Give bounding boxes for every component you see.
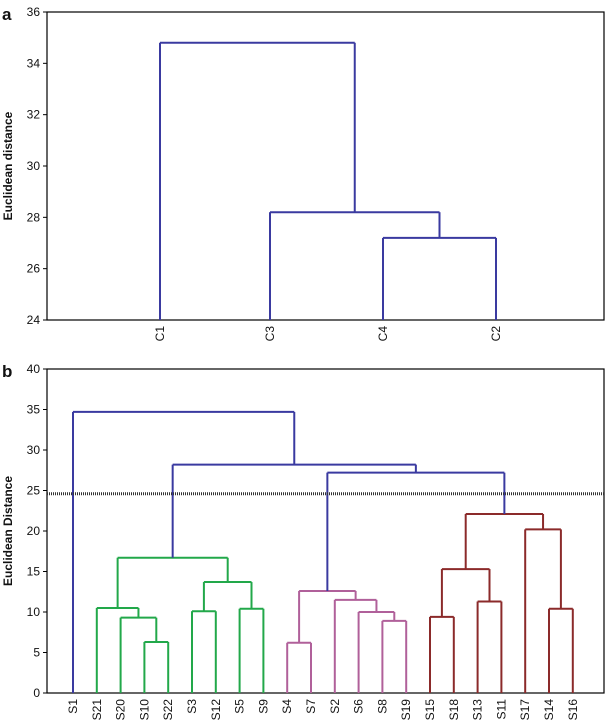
leaf-label: S16 [566,699,580,721]
leaf-label: S12 [209,699,223,721]
leaf-label: S19 [399,699,413,721]
y-tick-label: 25 [27,484,41,498]
leaf-label: S18 [447,699,461,721]
y-tick-label: 10 [27,605,41,619]
y-axis-label: Euclidean Distance [1,476,15,586]
leaf-label: S11 [494,699,508,720]
plot-frame [46,11,605,321]
leaf-label: S8 [375,699,389,714]
leaf-label: S21 [90,699,104,721]
leaf-label: S22 [161,699,175,721]
leaf-label: S3 [185,699,199,714]
y-tick-label: 26 [27,262,41,276]
leaf-label: S6 [352,699,366,714]
leaf-label: S9 [256,699,270,714]
panel-label: b [2,362,12,381]
panel-label: a [2,5,12,24]
leaf-label: S13 [471,699,485,721]
y-tick-label: 28 [27,210,41,224]
y-tick-label: 0 [33,686,40,700]
y-tick-label: 40 [27,362,41,376]
y-tick-label: 35 [27,403,41,417]
y-tick-label: 30 [27,443,41,457]
y-axis-label: Euclidean distance [1,111,15,220]
y-tick-label: 5 [33,646,40,660]
leaf-label: S2 [328,699,342,714]
leaf-label: C3 [263,326,277,342]
leaf-label: S10 [137,699,151,721]
y-tick-label: 36 [27,5,41,19]
leaf-label: C1 [153,326,167,342]
y-tick-label: 20 [27,524,41,538]
y-tick-label: 15 [27,565,41,579]
y-tick-label: 32 [27,108,41,122]
leaf-label: C4 [376,326,390,342]
leaf-label: S20 [114,699,128,721]
y-tick-label: 30 [27,159,41,173]
leaf-label: S17 [518,699,532,721]
leaf-label: S1 [66,699,80,714]
plot-frame [46,368,605,694]
leaf-label: C2 [489,326,503,342]
leaf-label: S5 [233,699,247,714]
y-tick-label: 34 [27,56,41,70]
panel-b: b Euclidean Distance 0 5 10 15 20 25 30 35 40 S1 S21… [1,362,605,721]
leaf-label: S4 [280,699,294,714]
panel-a: a Euclidean distance 24 26 28 30 32 34 36 C1 C3 C4 C… [1,5,605,342]
leaf-label: S15 [423,699,437,721]
leaf-label: S14 [542,699,556,721]
leaf-label: S7 [304,699,318,714]
y-tick-label: 24 [27,313,41,327]
